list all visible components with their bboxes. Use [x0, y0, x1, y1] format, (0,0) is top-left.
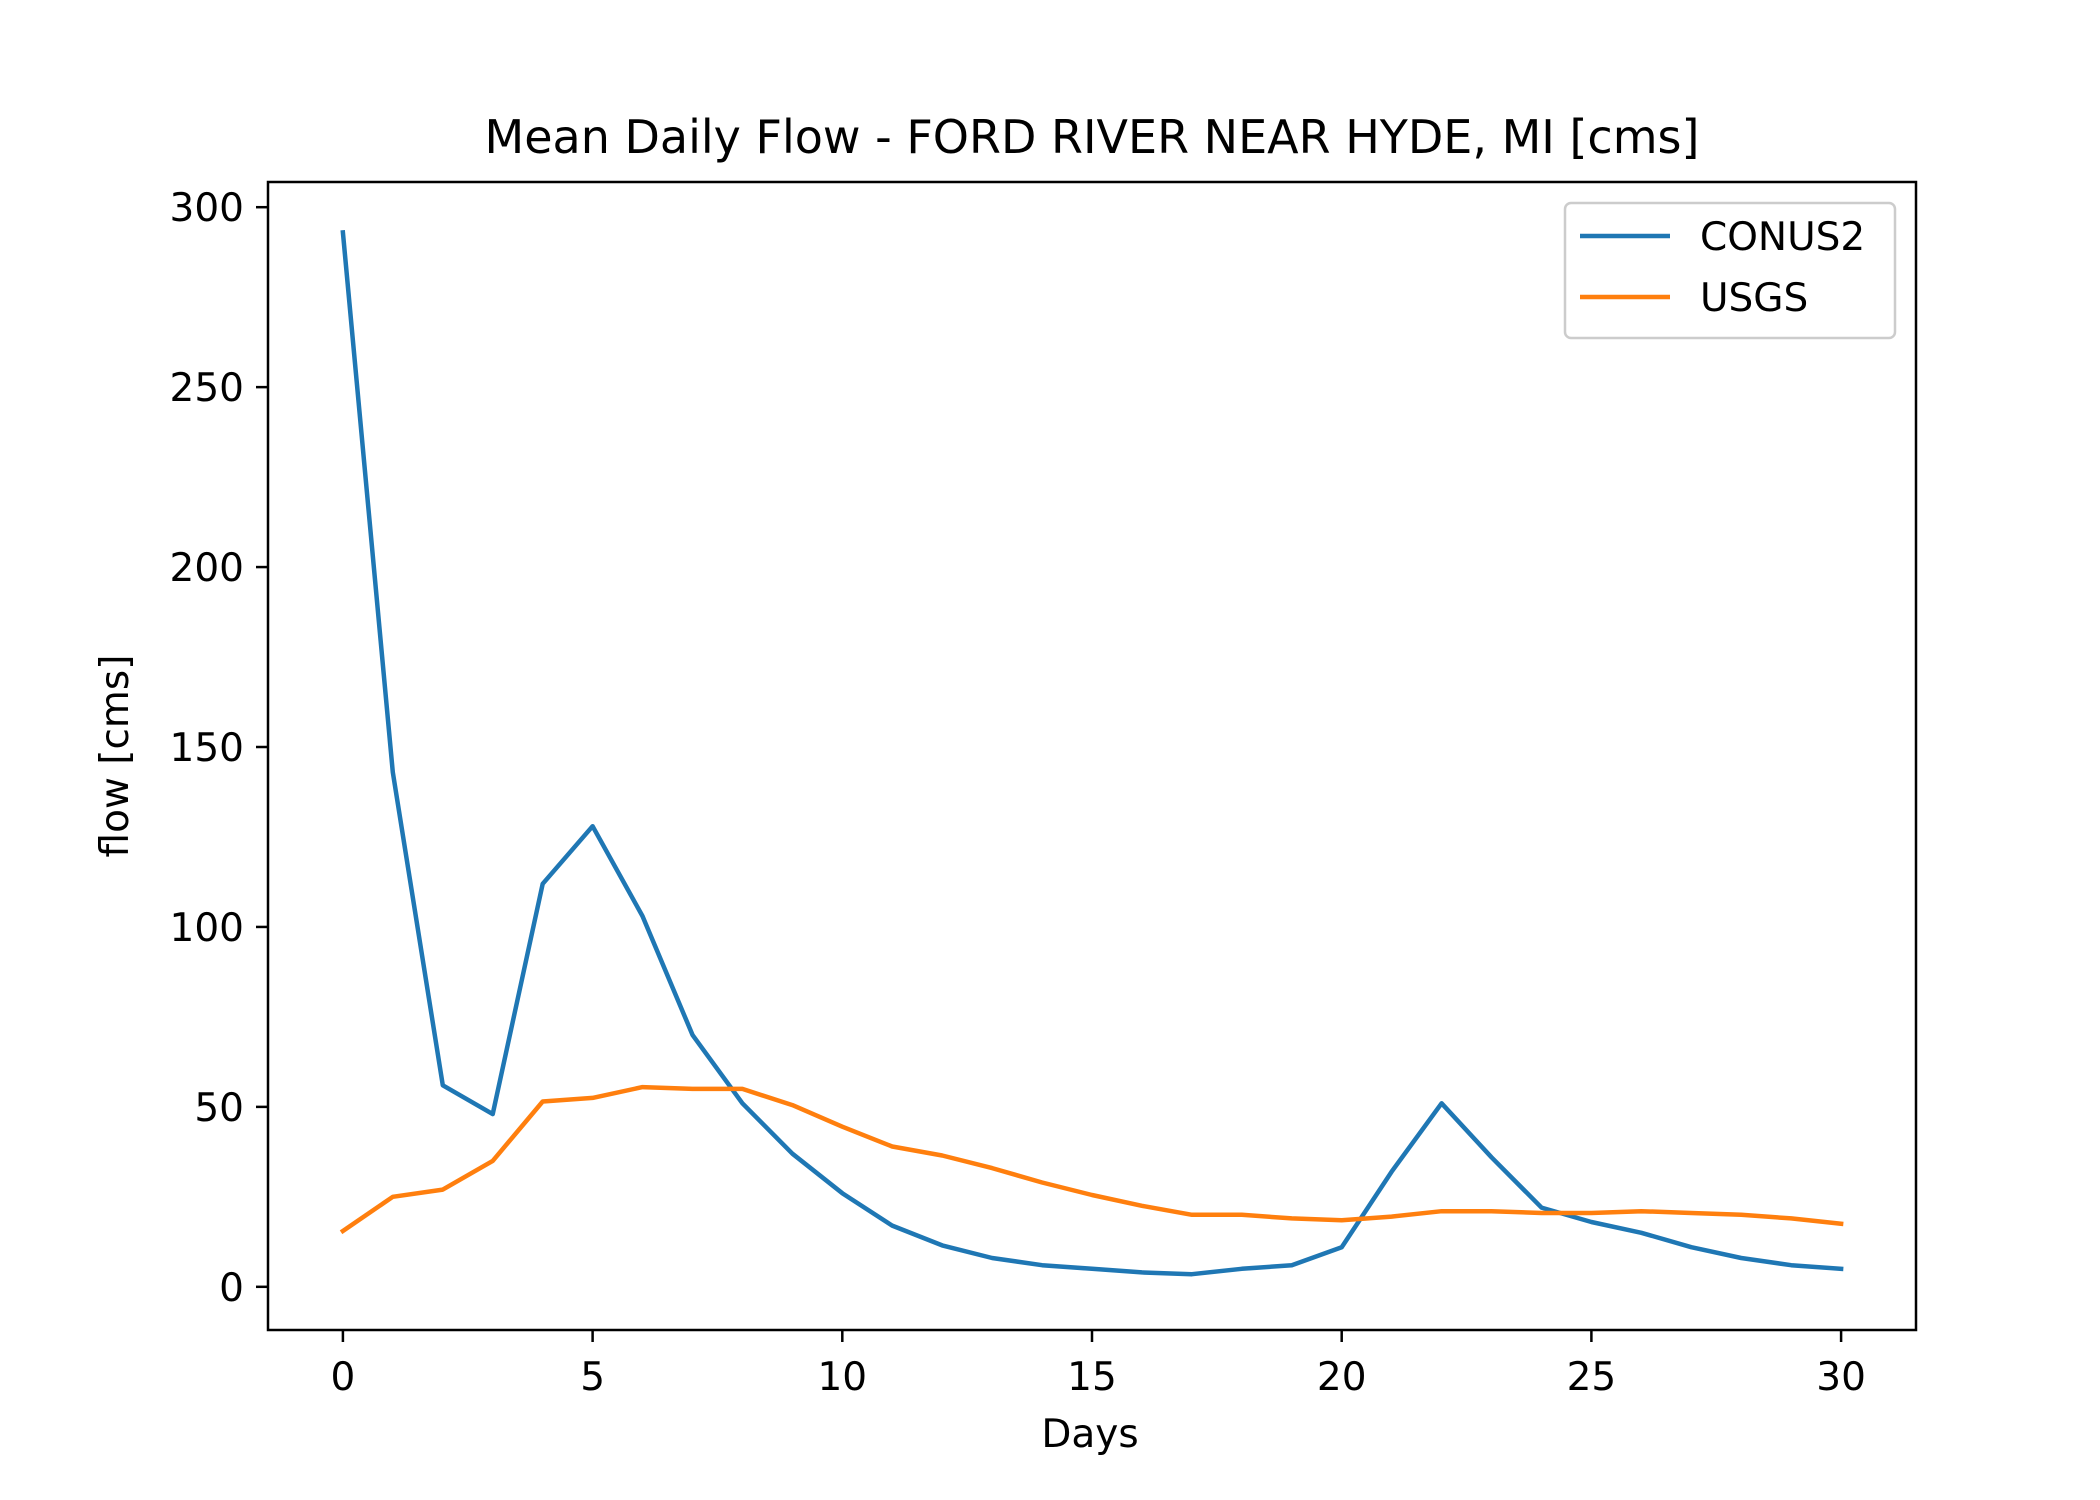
y-tick-label: 150	[170, 726, 244, 771]
legend-label-conus2: CONUS2	[1700, 215, 1865, 260]
y-tick-label: 100	[170, 906, 244, 951]
x-tick-label: 15	[1067, 1355, 1117, 1400]
x-axis: 0 5 10 15 20 25 30	[330, 1330, 1866, 1400]
y-axis: 0 50 100 150 200 250 300	[170, 186, 268, 1311]
x-tick-label: 30	[1816, 1355, 1866, 1400]
x-tick-label: 0	[330, 1355, 355, 1400]
x-tick-label: 5	[580, 1355, 605, 1400]
series-layer	[339, 229, 1844, 1277]
chart-title: Mean Daily Flow - FORD RIVER NEAR HYDE, …	[485, 110, 1700, 164]
y-tick-label: 250	[170, 366, 244, 411]
x-tick-label: 20	[1317, 1355, 1367, 1400]
y-axis-label: flow [cms]	[93, 655, 138, 858]
y-tick-label: 50	[194, 1086, 244, 1131]
y-tick-label: 0	[219, 1266, 244, 1311]
series-line-usgs	[339, 1084, 1844, 1235]
y-tick-label: 300	[170, 186, 244, 231]
legend: CONUS2 USGS	[1563, 201, 1897, 340]
x-tick-label: 25	[1567, 1355, 1617, 1400]
y-tick-label: 200	[170, 546, 244, 591]
x-axis-label: Days	[1041, 1412, 1138, 1457]
legend-label-usgs: USGS	[1700, 276, 1808, 321]
x-tick-label: 10	[817, 1355, 867, 1400]
series-line-conus2	[340, 229, 1844, 1277]
